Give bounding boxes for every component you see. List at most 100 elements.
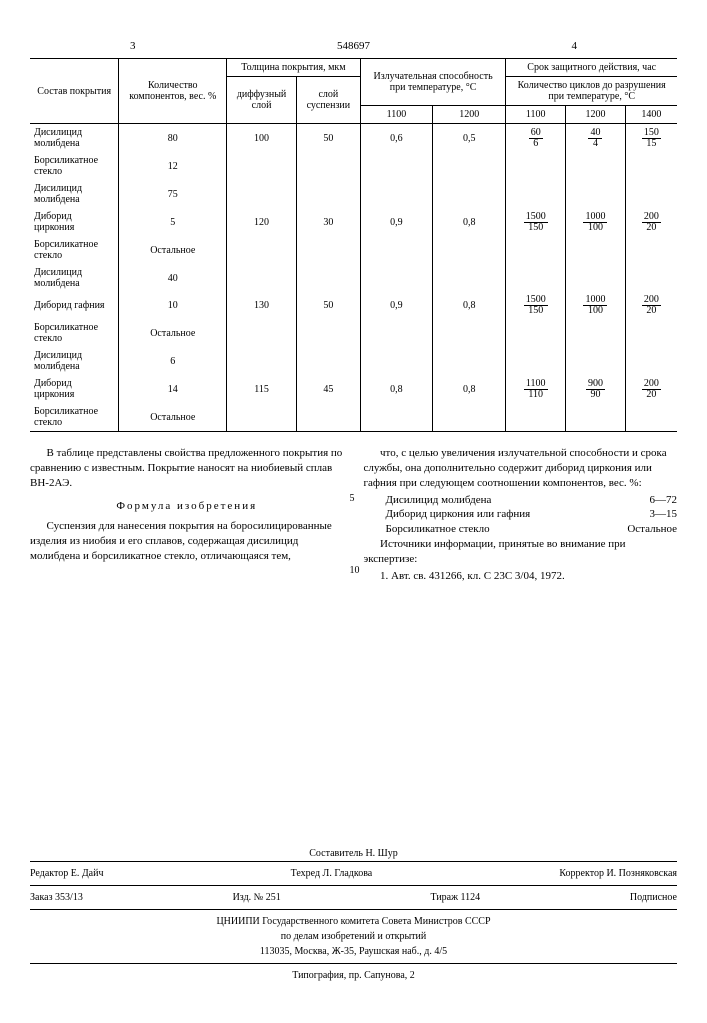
cell: 1000100 [566,292,626,319]
cell: 0,6 [360,124,432,153]
cell [506,180,566,208]
cell [360,347,432,375]
comp-row-3: Борсиликатное стеклоОстальное [364,522,678,537]
cell: 1000100 [566,208,626,236]
th-1200b: 1200 [566,106,626,124]
cell: 0,9 [360,292,432,319]
cell [625,180,677,208]
th-1400: 1400 [625,106,677,124]
footer-izd: Изд. № 251 [233,890,281,905]
col-right: 5 10 что, с целью увеличения излучательн… [364,446,678,586]
cell: 15015 [625,124,677,153]
cell [506,264,566,292]
th-diff: диффузный слой [227,77,297,124]
cell [625,152,677,180]
cell [566,180,626,208]
th-qty: Количество компонентов, вес. % [119,59,227,124]
th-cycles: Количество циклов до разрушения при темп… [506,77,677,106]
cell: 5 [119,208,227,236]
cell [566,236,626,264]
th-1200a: 1200 [433,106,506,124]
cell: 0,8 [433,292,506,319]
comp2a: Диборид циркония или гафния [386,507,531,522]
cell: 1500150 [506,208,566,236]
table-row: Борсиликатное стекло12 [30,152,677,180]
cell [566,403,626,432]
cell [296,347,360,375]
comp3b: Остальное [627,522,677,537]
cell: 80 [119,124,227,153]
cell [360,180,432,208]
cell: 30 [296,208,360,236]
para-1: В таблице представлены свойства предложе… [30,446,344,491]
cell [433,152,506,180]
table-row: Дисилицид молибдена75 [30,180,677,208]
table-row: Борсиликатное стеклоОстальное [30,403,677,432]
cell: 404 [566,124,626,153]
cell [506,236,566,264]
comp1a: Дисилицид молибдена [386,493,492,508]
cell [433,347,506,375]
footer-compiler: Составитель Н. Шур [30,846,677,861]
cell [433,319,506,347]
cell [433,264,506,292]
cell: 90090 [566,375,626,403]
cell: Дисилицид молибдена [30,264,119,292]
table-body: Дисилицид молибдена80100500,60,560640415… [30,124,677,432]
footer-org1: ЦНИИПИ Государственного комитета Совета … [30,914,677,929]
cell [506,347,566,375]
footer: Составитель Н. Шур Редактор Е. Дайч Техр… [30,846,677,983]
cell: Борсиликатное стекло [30,403,119,432]
cell [227,180,297,208]
cell: 0,8 [433,375,506,403]
cell: 20020 [625,292,677,319]
table-row: Диборид циркония5120300,90,8150015010001… [30,208,677,236]
cell: Борсиликатное стекло [30,152,119,180]
comp1b: 6—72 [650,493,678,508]
cell [227,236,297,264]
cell [566,347,626,375]
line-num-5: 5 [350,492,355,506]
footer-tirazh: Тираж 1124 [430,890,480,905]
cell: Борсиликатное стекло [30,319,119,347]
cell: 14 [119,375,227,403]
cell: 10 [119,292,227,319]
para-3: что, с целью увеличения излучательной сп… [364,446,678,491]
footer-corrector: Корректор И. Позняковская [559,866,677,881]
cell [296,264,360,292]
cell [360,403,432,432]
cell: Дисилицид молибдена [30,124,119,153]
cell [227,403,297,432]
cell [566,152,626,180]
cell: 12 [119,152,227,180]
page-right: 4 [572,40,578,52]
th-susp: слой суспензии [296,77,360,124]
th-lifetime: Срок защитного действия, час [506,59,677,77]
table-row: Дисилицид молибдена80100500,60,560640415… [30,124,677,153]
th-composition: Состав покрытия [30,59,119,124]
cell: 120 [227,208,297,236]
th-1100a: 1100 [360,106,432,124]
cell: Диборид циркония [30,208,119,236]
cell [227,319,297,347]
line-num-10: 10 [350,564,360,578]
cell [625,347,677,375]
cell: 40 [119,264,227,292]
cell: 130 [227,292,297,319]
cell [566,264,626,292]
cell: Диборид гафния [30,292,119,319]
comp-row-1: Дисилицид молибдена 6—72 [364,493,678,508]
footer-editor: Редактор Е. Дайч [30,866,103,881]
cell [227,264,297,292]
cell [227,152,297,180]
cell [360,264,432,292]
footer-org2: по делам изобретений и открытий [30,929,677,944]
cell: Дисилицид молибдена [30,180,119,208]
para-2: Суспензия для нанесения покрытия на боро… [30,519,344,564]
cell [625,236,677,264]
cell [227,347,297,375]
th-1100b: 1100 [506,106,566,124]
cell: 0,5 [433,124,506,153]
cell [506,152,566,180]
cell: 6 [119,347,227,375]
